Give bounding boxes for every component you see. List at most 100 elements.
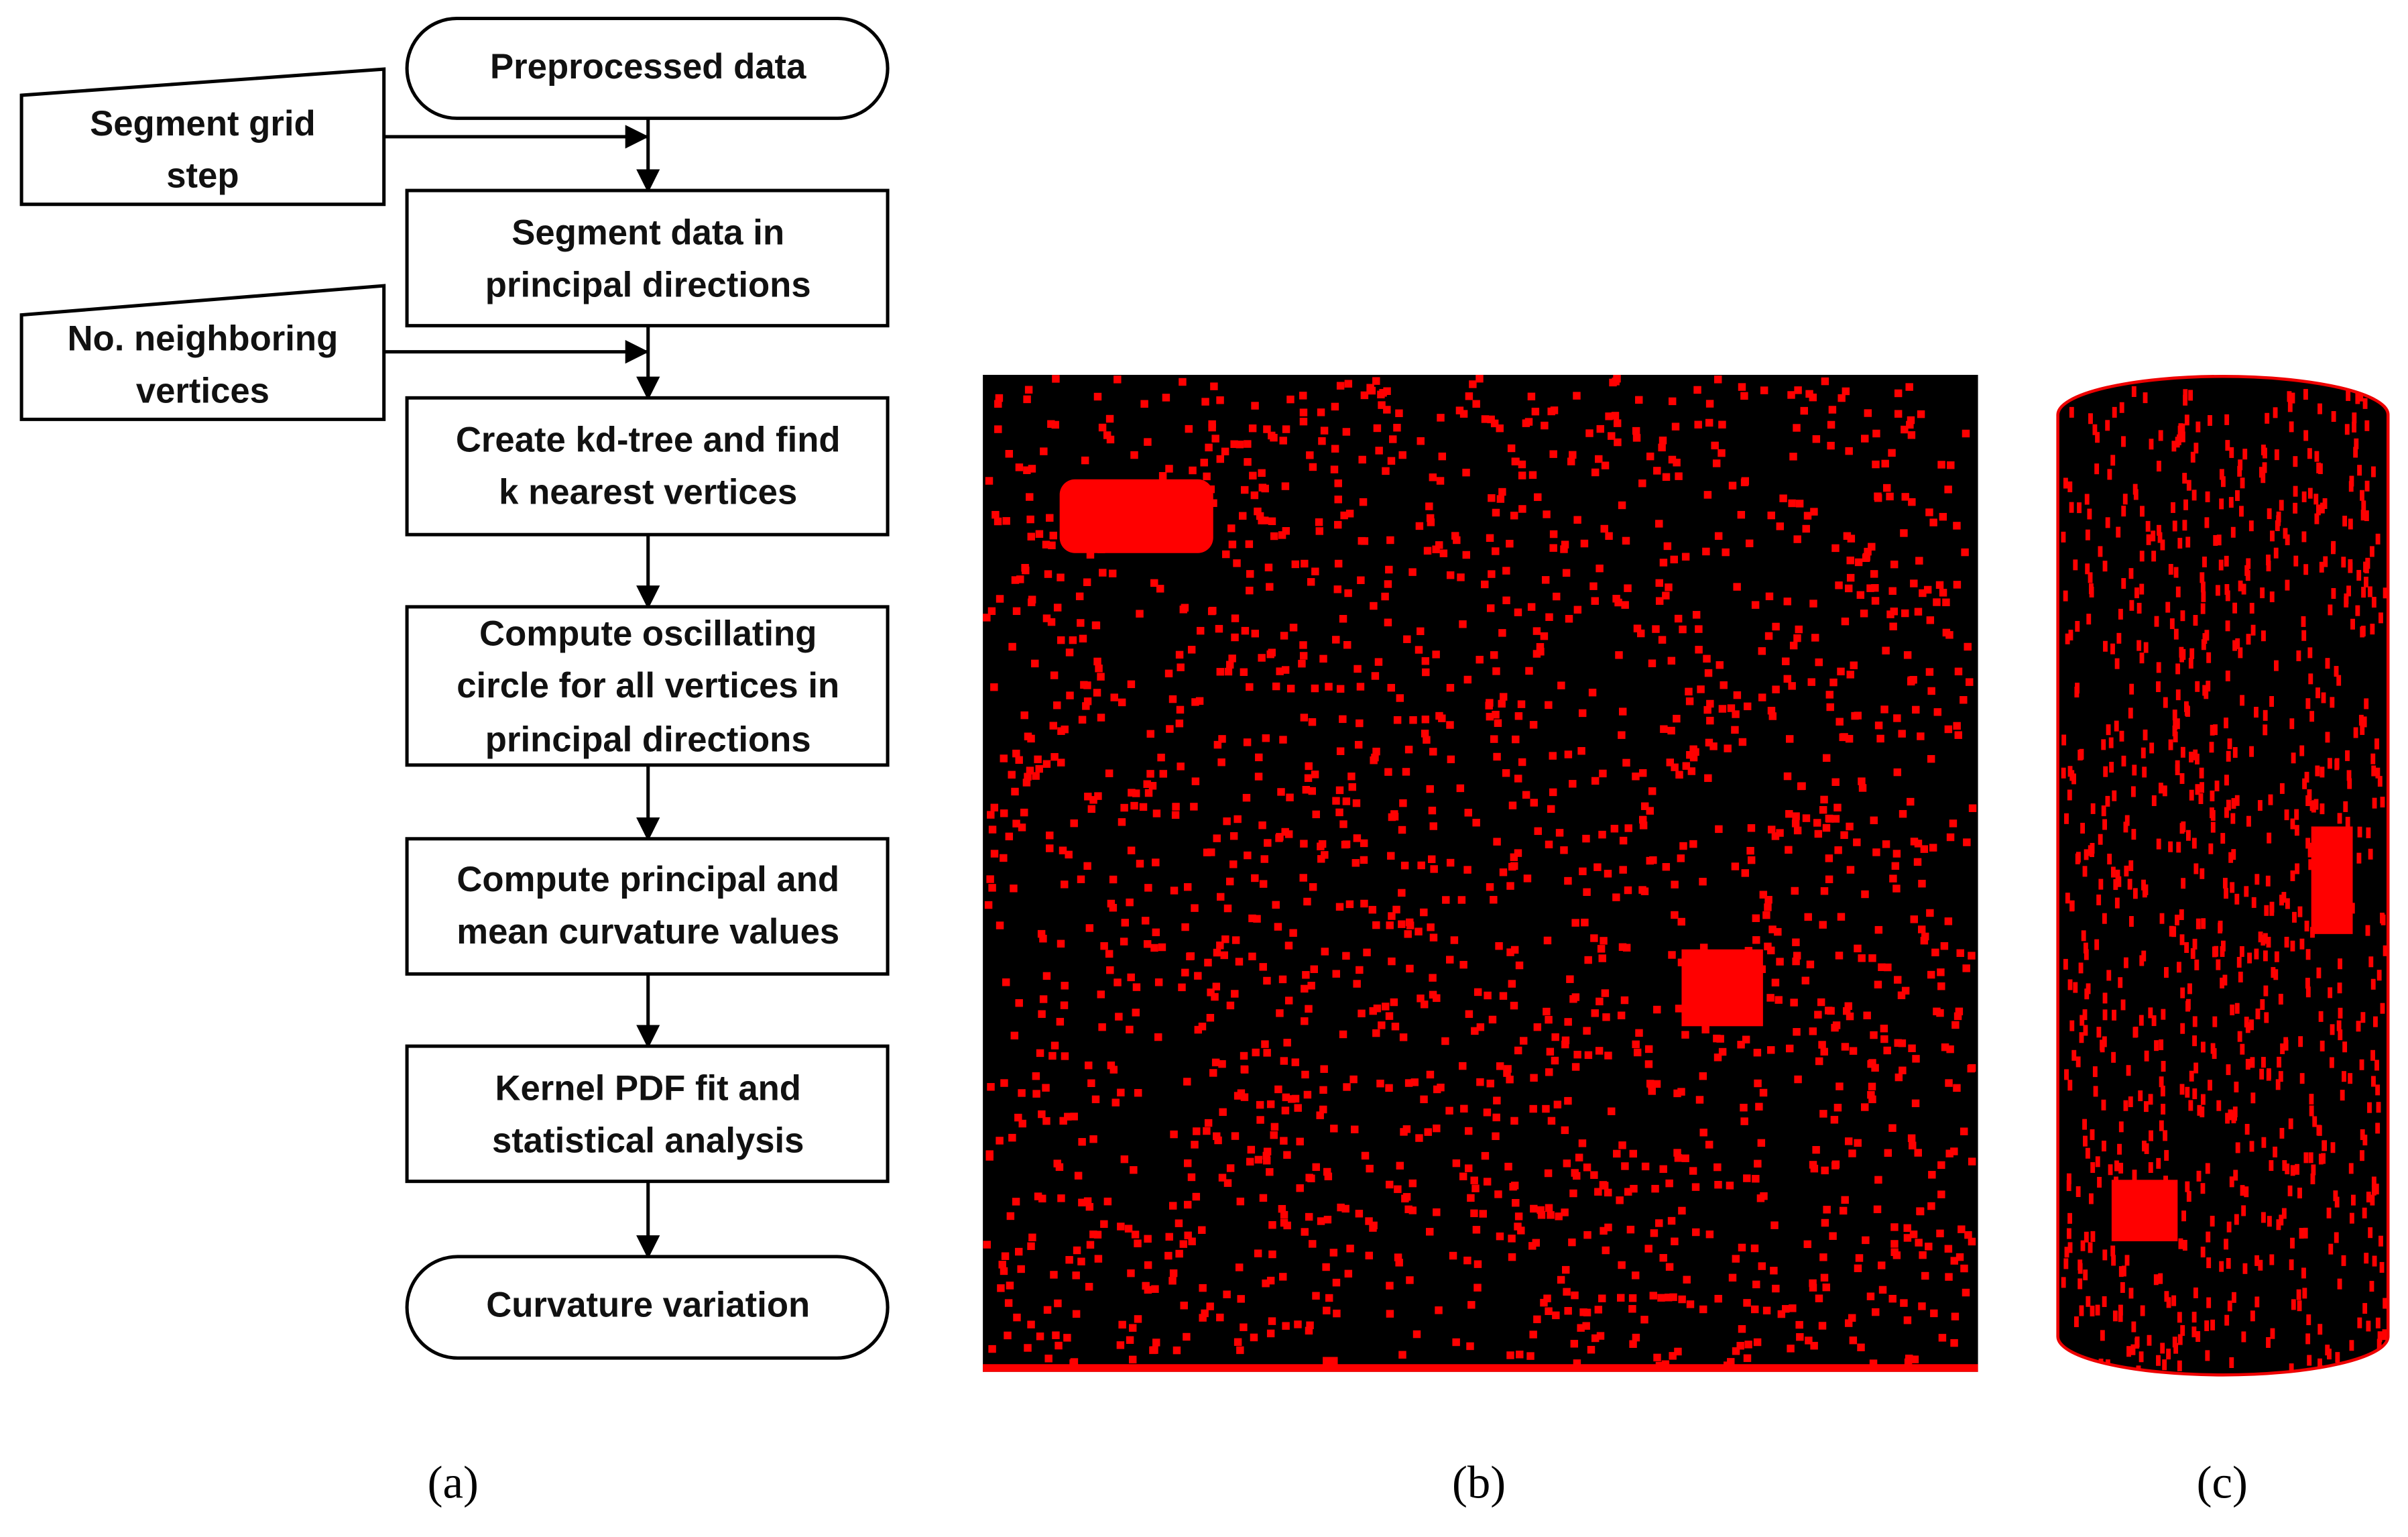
point xyxy=(1601,989,1610,997)
point xyxy=(2376,1339,2382,1350)
point xyxy=(1914,1149,1922,1157)
point xyxy=(1312,810,1320,819)
point xyxy=(1485,701,1493,709)
point xyxy=(2262,462,2267,473)
point xyxy=(1648,659,1657,667)
point xyxy=(1049,722,1057,730)
point xyxy=(2179,909,2184,920)
point xyxy=(1542,1104,1550,1113)
point xyxy=(2234,893,2240,905)
point xyxy=(1028,465,1036,473)
point xyxy=(1209,1069,1217,1077)
point xyxy=(1910,838,1919,846)
point xyxy=(2061,767,2066,779)
point xyxy=(1687,767,1696,775)
point xyxy=(1002,517,1010,525)
point xyxy=(1278,1204,1286,1213)
point xyxy=(1414,927,1423,935)
point xyxy=(1907,1134,1916,1143)
point xyxy=(1871,597,1880,605)
point xyxy=(1738,1243,1746,1252)
point xyxy=(1819,1253,1827,1261)
point xyxy=(1822,754,1831,762)
point xyxy=(2162,1359,2167,1371)
point xyxy=(1236,441,1244,449)
point xyxy=(1034,1192,1042,1200)
point xyxy=(1183,883,1192,891)
point xyxy=(2154,1040,2159,1051)
point xyxy=(1803,1240,1812,1249)
point xyxy=(1218,735,1226,743)
point xyxy=(1143,940,1152,948)
point xyxy=(1000,754,1008,762)
point xyxy=(1840,831,1848,840)
point xyxy=(1529,721,1538,729)
point xyxy=(1529,1330,1537,1339)
point xyxy=(1061,1052,1069,1060)
point xyxy=(1036,1332,1044,1341)
point xyxy=(1493,838,1501,846)
point xyxy=(1837,913,1846,921)
point xyxy=(1340,511,1348,520)
point xyxy=(1396,694,1404,702)
point xyxy=(1518,758,1526,766)
point xyxy=(1379,389,1387,397)
point xyxy=(2148,1094,2153,1105)
point xyxy=(1563,1288,1571,1296)
point xyxy=(1179,1240,1188,1248)
point xyxy=(1180,1302,1188,1310)
point xyxy=(1268,1317,1276,1325)
point xyxy=(2241,583,2246,595)
point xyxy=(1266,650,1274,659)
point xyxy=(1156,585,1164,593)
point xyxy=(2371,597,2376,608)
point xyxy=(2102,913,2107,924)
point xyxy=(1404,745,1413,754)
point xyxy=(1772,685,1780,693)
point xyxy=(1351,1125,1359,1133)
point xyxy=(1646,807,1654,815)
point xyxy=(1752,914,1760,922)
point xyxy=(1492,1113,1500,1122)
point xyxy=(1612,893,1620,901)
point xyxy=(2114,720,2119,732)
point xyxy=(2376,1102,2381,1113)
point xyxy=(1764,632,1773,640)
point xyxy=(1436,477,1445,485)
point xyxy=(1311,771,1319,779)
point xyxy=(2120,1282,2125,1293)
point xyxy=(1105,950,1113,958)
point xyxy=(2160,1343,2165,1354)
point xyxy=(2290,818,2295,830)
point xyxy=(2085,1147,2090,1159)
point xyxy=(1305,1212,1313,1221)
point xyxy=(2379,612,2383,624)
point xyxy=(1446,858,1455,867)
point xyxy=(1512,1199,1520,1207)
point xyxy=(1802,524,1810,533)
point xyxy=(1421,730,1429,738)
point xyxy=(1089,796,1097,804)
point xyxy=(1323,1215,1332,1224)
point xyxy=(1880,705,1888,714)
point xyxy=(2238,459,2243,471)
point xyxy=(2122,494,2128,505)
point xyxy=(1024,773,1032,781)
point xyxy=(1964,1231,1972,1239)
point xyxy=(1296,1137,1304,1146)
point xyxy=(1039,995,1048,1003)
point xyxy=(1920,936,1929,945)
point xyxy=(1754,1159,1762,1168)
point xyxy=(1782,1305,1790,1313)
point xyxy=(2377,1331,2383,1343)
point xyxy=(1944,486,1952,494)
point xyxy=(2254,948,2259,960)
point xyxy=(2180,1325,2185,1336)
point xyxy=(1712,459,1721,467)
point xyxy=(1449,1251,1457,1260)
point xyxy=(1633,1048,1642,1057)
node-text: Create kd-tree and find xyxy=(456,420,841,460)
point xyxy=(1649,856,1657,864)
point xyxy=(2210,809,2216,821)
point xyxy=(1884,1149,1892,1157)
